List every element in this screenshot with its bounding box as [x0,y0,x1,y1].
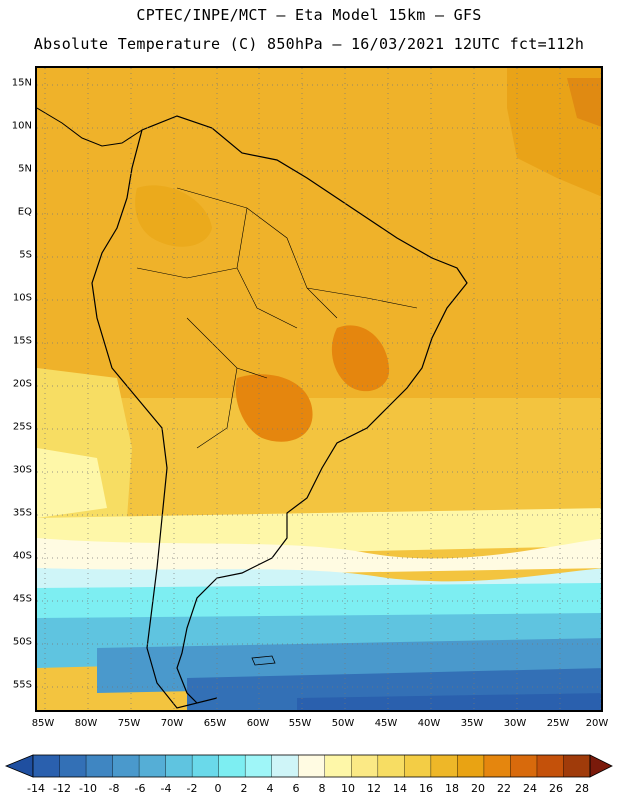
central-america-outline [37,107,143,147]
colorbar-label: -4 [160,782,172,795]
colorbar-label: -8 [108,782,120,795]
lon-label-20w: 20W [585,718,609,729]
lon-label-45w: 45W [374,718,398,729]
colorbar-swatch [377,755,405,777]
lon-label-85w: 85W [31,718,55,729]
colorbar-swatch [324,755,352,777]
colorbar-swatch [86,755,114,777]
colorbar-label: 14 [393,782,407,795]
colorbar-swatches [4,754,613,778]
colorbar-label: -6 [134,782,146,795]
lat-label-15n: 15N [11,77,32,89]
lat-label-30s: 30S [12,464,32,476]
lon-label-55w: 55W [288,718,312,729]
temperature-map [37,68,601,710]
continent-outline [91,115,468,709]
falklands-outline [251,655,276,666]
lat-label-50s: 50S [12,636,32,648]
colorbar-label: 28 [575,782,589,795]
colorbar-swatch [351,755,379,777]
colorbar-swatch [298,755,326,777]
colorbar-label: 18 [445,782,459,795]
lat-label-45s: 45S [12,593,32,605]
lat-label-55s: 55S [12,679,32,691]
colorbar-label: 22 [497,782,511,795]
colorbar-border [32,754,591,778]
map-panel [35,66,603,712]
lon-label-80w: 80W [74,718,98,729]
colorbar-label: 20 [471,782,485,795]
lat-label-20s: 20S [12,378,32,390]
colorbar-label: 26 [549,782,563,795]
lon-label-40w: 40W [417,718,441,729]
colorbar-label: 8 [318,782,326,795]
colorbar-label: 4 [266,782,274,795]
colorbar-swatch [165,755,193,777]
colorbar-label: 16 [419,782,433,795]
temperature-colorbar [4,754,613,778]
lon-label-50w: 50W [331,718,355,729]
title-model: CPTEC/INPE/MCT – Eta Model 15km – GFS [136,6,482,24]
lon-label-30w: 30W [503,718,527,729]
colorbar-label: 0 [214,782,222,795]
colorbar-label: 2 [240,782,248,795]
colorbar-label: -14 [27,782,45,795]
colorbar-swatch [457,755,485,777]
lat-label-35s: 35S [12,507,32,519]
lat-label-5s: 5S [19,249,32,261]
field-band-6 [37,538,601,578]
lon-label-25w: 25W [546,718,570,729]
colorbar-arrow-low [4,754,34,778]
lat-label-40s: 40S [12,550,32,562]
field-amazon-warm [135,185,212,247]
lon-label-70w: 70W [160,718,184,729]
colorbar-swatch [218,755,246,777]
lat-label-10s: 10S [12,292,32,304]
lat-label-10n: 10N [11,120,32,132]
lat-label-15s: 15S [12,335,32,347]
colorbar-label: 12 [367,782,381,795]
field-chaco-hot [235,374,313,442]
colorbar-label: -2 [186,782,198,795]
colorbar-swatch [271,755,299,777]
colorbar-swatch [33,755,61,777]
colorbar-swatch [483,755,511,777]
colorbar-swatch [245,755,273,777]
colorbar-swatch [139,755,167,777]
colorbar-swatch [112,755,140,777]
colorbar-label: 6 [292,782,300,795]
colorbar-label: 24 [523,782,537,795]
colorbar-swatch [510,755,538,777]
country-borders [136,187,418,449]
lat-label-25s: 25S [12,421,32,433]
colorbar-swatch [59,755,87,777]
colorbar-swatch [404,755,432,777]
title-variable: Absolute Temperature (C) 850hPa – 16/03/… [33,35,585,53]
field-atlantic-hot [567,78,601,127]
colorbar-swatch [563,755,591,777]
lon-label-35w: 35W [460,718,484,729]
field-pacific-cooler [37,448,107,518]
lat-label-eq: EQ [17,206,32,218]
lat-label-5n: 5N [18,163,32,175]
lon-label-65w: 65W [203,718,227,729]
colorbar-label: -10 [79,782,97,795]
colorbar-swatch [536,755,564,777]
field-brazil-hot [331,325,390,392]
field-band-m12 [297,693,601,710]
lon-label-75w: 75W [117,718,141,729]
colorbar-label: -12 [53,782,71,795]
colorbar-swatch [430,755,458,777]
lon-label-60w: 60W [246,718,270,729]
colorbar-swatch [192,755,220,777]
colorbar-label: 10 [341,782,355,795]
colorbar-arrow-high [589,754,613,778]
